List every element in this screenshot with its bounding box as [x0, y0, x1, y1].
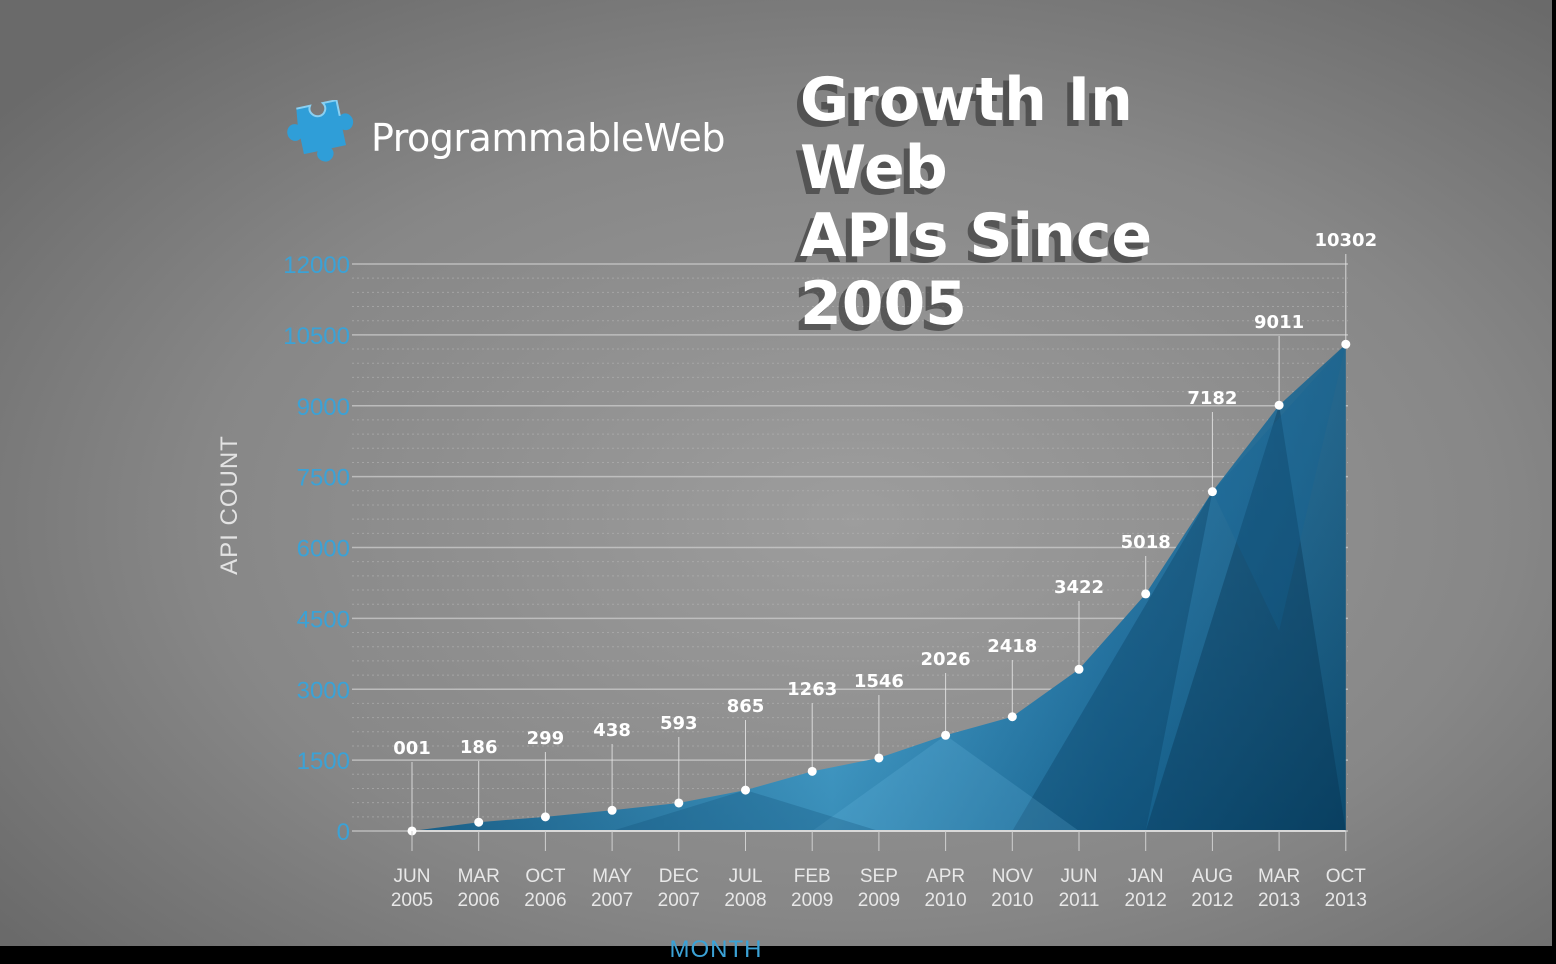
- x-tick-month: JAN: [1128, 866, 1164, 887]
- y-tick-label: 12000: [283, 252, 350, 279]
- data-point: [1274, 400, 1284, 410]
- data-point: [607, 805, 617, 815]
- data-label: 2418: [987, 636, 1037, 657]
- y-tick-label: 7500: [297, 465, 350, 492]
- data-label: 10302: [1314, 230, 1377, 251]
- data-label: 9011: [1254, 312, 1304, 333]
- data-labels: 001 186 299 438 593 865 1263 1546 2026 2418 3422 50…: [393, 230, 1377, 759]
- x-tick-month: JUN: [1061, 866, 1098, 887]
- x-tick-year: 2013: [1325, 890, 1367, 911]
- x-tick-year: 2006: [458, 890, 500, 911]
- x-tick-year: 2012: [1191, 890, 1233, 911]
- data-label: 186: [460, 737, 498, 758]
- x-tick-month: FEB: [794, 866, 831, 887]
- chart-title: Growth In Web APIs Since 2005: [800, 66, 1300, 338]
- y-tick-label: 0: [337, 819, 350, 846]
- leader-lines: [411, 254, 1347, 831]
- data-point: [874, 753, 884, 763]
- x-tick-month: NOV: [992, 866, 1034, 887]
- data-point: [807, 766, 817, 776]
- data-points: [407, 339, 1351, 836]
- puzzle-piece-icon: [287, 100, 354, 162]
- data-label: 438: [593, 720, 631, 741]
- area-facet: [1212, 344, 1346, 631]
- data-point: [1074, 664, 1084, 674]
- data-point: [1141, 589, 1151, 599]
- x-tick-year: 2005: [391, 890, 433, 911]
- x-tick-month: OCT: [1326, 866, 1367, 887]
- x-tick-month: MAY: [592, 866, 632, 887]
- data-label: 5018: [1121, 532, 1171, 553]
- data-point: [1007, 712, 1017, 722]
- x-tick-year: 2007: [658, 890, 700, 911]
- data-point: [741, 785, 750, 795]
- data-point: [474, 817, 484, 827]
- y-tick-label: 1500: [297, 748, 350, 775]
- x-tick-month: JUN: [394, 866, 431, 887]
- x-tick-year: 2008: [724, 890, 766, 911]
- x-tick-month: JUL: [729, 866, 763, 887]
- data-point: [1207, 487, 1217, 497]
- data-label: 7182: [1187, 388, 1237, 409]
- x-tick-month: SEP: [860, 866, 898, 887]
- x-axis-label: MONTH: [669, 936, 763, 963]
- x-tick-year: 2011: [1059, 890, 1100, 911]
- x-tick-year: 2010: [991, 890, 1033, 911]
- x-tick-year: 2009: [791, 890, 833, 911]
- data-point: [540, 812, 550, 822]
- data-point: [941, 730, 951, 740]
- x-tick-year: 2009: [858, 890, 900, 911]
- y-tick-label: 6000: [297, 536, 350, 563]
- x-tick-year: 2007: [591, 890, 633, 911]
- area-facet: [1012, 491, 1213, 831]
- data-label: 593: [660, 713, 698, 734]
- data-point: [1341, 339, 1351, 349]
- x-axis-ticks: JUN 2005 MAR 2006 OCT 2006 MAY 2007 DEC 2007 JUL 20…: [391, 831, 1367, 911]
- y-tick-label: 9000: [297, 394, 350, 421]
- y-tick-label: 3000: [297, 677, 350, 704]
- data-label: 1263: [787, 679, 837, 700]
- brand-name: ProgrammableWeb: [371, 116, 726, 160]
- x-tick-year: 2012: [1125, 890, 1167, 911]
- brand-logo: ProgrammableWeb: [285, 98, 726, 178]
- data-label: 2026: [921, 649, 971, 670]
- data-point: [674, 798, 684, 808]
- y-axis-ticks: 0 1500 3000 4500 6000 7500 9000 10500 12000: [283, 252, 350, 846]
- y-tick-label: 4500: [297, 606, 350, 633]
- area-shading: [412, 344, 1346, 831]
- x-tick-year: 2010: [924, 890, 966, 911]
- data-label: 001: [393, 738, 431, 759]
- x-tick-month: AUG: [1192, 866, 1233, 887]
- x-tick-year: 2013: [1258, 890, 1300, 911]
- chart-title-line-2: APIs Since 2005: [800, 201, 1153, 339]
- chart-title-line-1: Growth In Web: [800, 65, 1133, 203]
- data-label: 299: [527, 728, 565, 749]
- x-tick-year: 2006: [524, 890, 566, 911]
- data-label: 3422: [1054, 577, 1104, 598]
- area-facet: [1145, 405, 1346, 831]
- x-tick-month: MAR: [1258, 866, 1300, 887]
- x-tick-month: DEC: [659, 866, 699, 887]
- x-tick-month: MAR: [458, 866, 500, 887]
- y-tick-label: 10500: [283, 323, 350, 350]
- x-tick-month: APR: [926, 866, 965, 887]
- x-tick-month: OCT: [525, 866, 566, 887]
- data-label: 865: [727, 696, 765, 717]
- y-axis-label: API COUNT: [216, 435, 243, 575]
- data-point: [407, 826, 417, 836]
- data-label: 1546: [854, 671, 904, 692]
- area-facet: [812, 735, 1079, 831]
- area-facet: [612, 790, 879, 831]
